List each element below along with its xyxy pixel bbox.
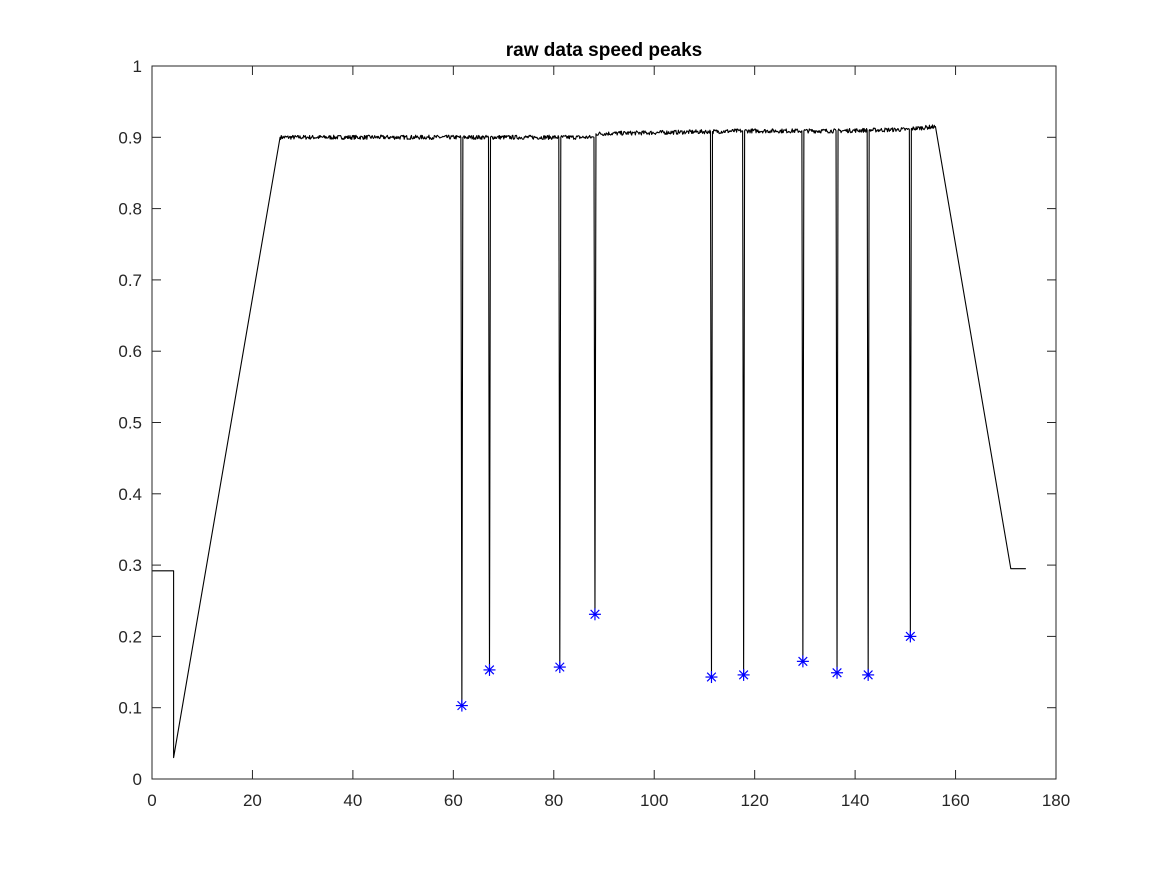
y-tick-label: 0.4	[118, 485, 142, 504]
y-tick-label: 0.6	[118, 342, 142, 361]
raw-data-line	[152, 124, 1026, 759]
x-tick-label: 20	[243, 791, 262, 810]
y-tick-label: 0.2	[118, 627, 142, 646]
peak-marker	[588, 608, 601, 621]
peak-marker	[483, 663, 496, 676]
peak-marker	[796, 655, 809, 668]
peak-marker	[705, 671, 718, 684]
peak-marker	[455, 699, 468, 712]
x-tick-label: 160	[941, 791, 969, 810]
y-tick-label: 0	[133, 770, 142, 789]
x-tick-label: 60	[444, 791, 463, 810]
y-tick-label: 0.3	[118, 556, 142, 575]
axes-layer: 0 20 40 60 80 100 120 140 160 180 0 0.1 0.2 0.3 0.4 0.5…	[118, 57, 1070, 810]
x-tick-label: 40	[343, 791, 362, 810]
y-tick-label: 1	[133, 57, 142, 76]
x-tick-label: 180	[1042, 791, 1070, 810]
y-tick-label: 0.1	[118, 699, 142, 718]
peak-marker	[831, 666, 844, 679]
x-tick-label: 100	[640, 791, 668, 810]
x-tick-label: 80	[544, 791, 563, 810]
x-tick-label: 0	[147, 791, 156, 810]
y-tick-label: 0.8	[118, 200, 142, 219]
x-tick-label: 140	[841, 791, 869, 810]
x-tick-label: 120	[740, 791, 768, 810]
y-tick-label: 0.5	[118, 414, 142, 433]
y-tick-label: 0.7	[118, 271, 142, 290]
peak-marker	[737, 668, 750, 681]
peak-marker	[553, 661, 566, 674]
plot-layer	[152, 124, 1026, 759]
peak-marker	[904, 630, 917, 643]
y-tick-label: 0.9	[118, 128, 142, 147]
chart-title: raw data speed peaks	[506, 40, 702, 61]
peak-marker	[862, 668, 875, 681]
axes-box	[151, 65, 1057, 780]
